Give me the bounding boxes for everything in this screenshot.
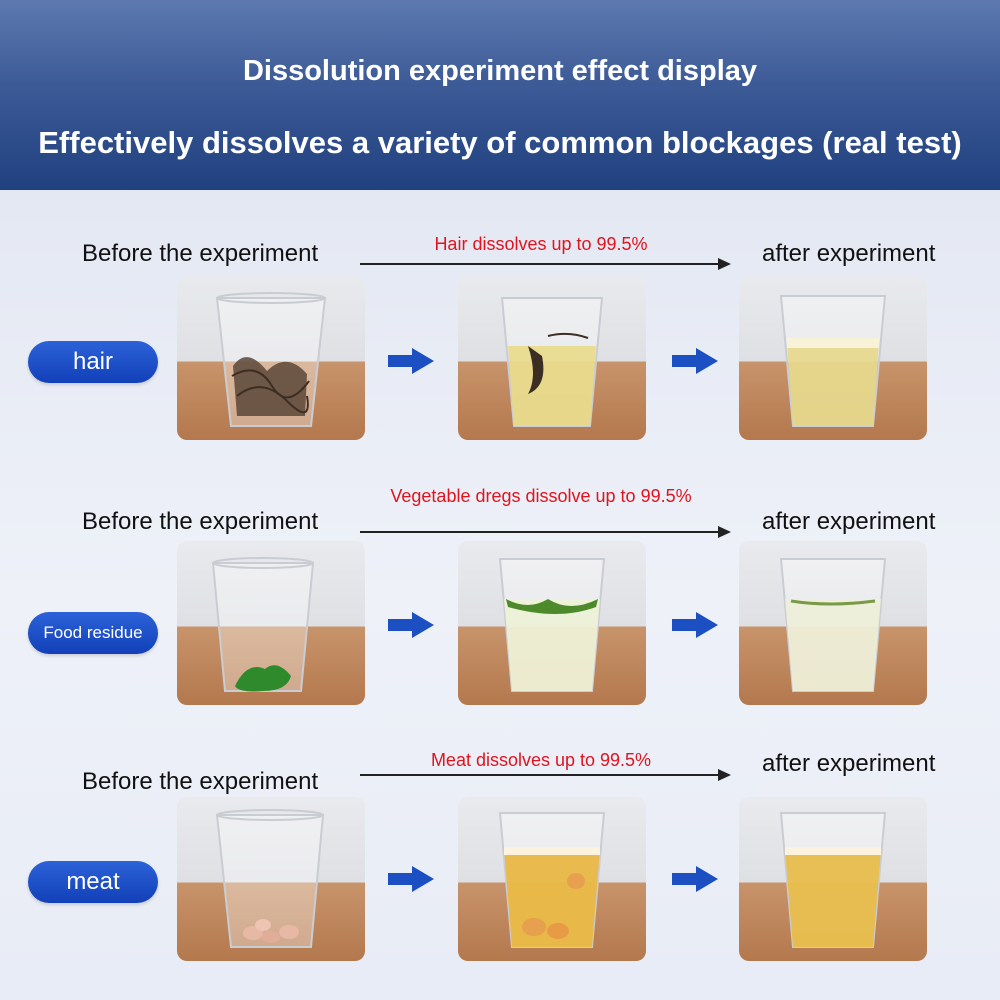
arrow-right-icon (388, 612, 434, 638)
before-label: Before the experiment (82, 508, 319, 535)
photo-hair-after (739, 276, 927, 440)
header-banner: Dissolution experiment effect display Ef… (0, 0, 1000, 190)
experiment-panel: Before the experiment Hair dissolves up … (0, 190, 1000, 1000)
photo-food-after (739, 541, 927, 705)
result-text: Hair dissolves up to 99.5% (434, 234, 648, 254)
before-label: Before the experiment (82, 240, 319, 267)
result-text: Vegetable dregs dissolve up to 99.5% (390, 486, 692, 506)
category-badge-meat: meat (28, 861, 158, 903)
photo-food-before (177, 541, 365, 705)
arrow-right-icon (672, 866, 718, 892)
page-subtitle: Effectively dissolves a variety of commo… (38, 125, 962, 160)
category-badge-hair: hair (28, 341, 158, 383)
photo-meat-before (177, 797, 365, 961)
experiment-row-meat: Before the experiment Meat dissolves up … (0, 748, 1000, 998)
arrow-right-icon (388, 866, 434, 892)
photo-food-during (458, 541, 646, 705)
before-label: Before the experiment (82, 768, 319, 795)
arrow-right-icon (388, 348, 434, 374)
photo-meat-during (458, 797, 646, 961)
timeline-arrow-line (360, 263, 722, 265)
arrow-right-icon (672, 348, 718, 374)
category-badge-food-residue: Food residue (28, 612, 158, 654)
photo-hair-during (458, 276, 646, 440)
result-text: Meat dissolves up to 99.5% (430, 750, 652, 770)
experiment-row-food-residue: Before the experiment Vegetable dregs di… (0, 486, 1000, 740)
timeline-arrow-head (718, 526, 731, 538)
arrow-right-icon (672, 612, 718, 638)
page-title: Dissolution experiment effect display (242, 55, 758, 87)
experiment-row-hair: Before the experiment Hair dissolves up … (0, 222, 1000, 472)
timeline-arrow-line (360, 531, 722, 533)
photo-hair-before (177, 276, 365, 440)
after-label: after experiment (762, 750, 936, 777)
after-label: after experiment (762, 508, 936, 535)
timeline-arrow-head (718, 769, 731, 781)
after-label: after experiment (762, 240, 936, 267)
timeline-arrow-head (718, 258, 731, 270)
photo-meat-after (739, 797, 927, 961)
timeline-arrow-line (360, 774, 722, 776)
